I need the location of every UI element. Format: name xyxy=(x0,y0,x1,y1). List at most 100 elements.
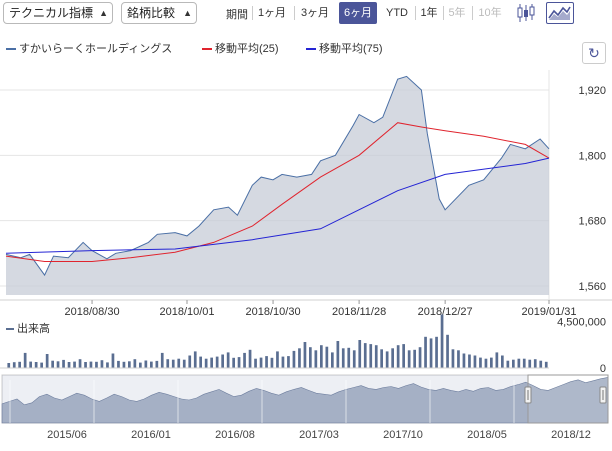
volume-bar xyxy=(276,351,279,368)
volume-bar xyxy=(325,346,329,368)
volume-bar xyxy=(254,358,257,368)
period-10y-button: 10年 xyxy=(478,7,502,19)
period-divider xyxy=(252,6,253,20)
volume-bar xyxy=(171,359,175,368)
volume-bar xyxy=(528,359,532,368)
ma25-line xyxy=(5,122,550,262)
x-tick-label: 2019/01/31 xyxy=(521,306,576,318)
volume-bar xyxy=(150,361,153,368)
volume-bar xyxy=(45,354,49,368)
navigator-tick-label: 2018/12 xyxy=(551,429,591,441)
volume-bar xyxy=(95,361,98,368)
volume-bar xyxy=(495,352,499,368)
volume-bar xyxy=(429,338,433,368)
period-1y-button[interactable]: 1年 xyxy=(420,7,438,19)
volume-bar xyxy=(451,349,455,368)
volume-bar xyxy=(320,345,323,368)
volume-bar xyxy=(100,360,104,368)
legend-ma75-label: 移動平均(75) xyxy=(319,43,383,55)
volume-bar xyxy=(281,356,285,368)
volume-bar xyxy=(155,360,159,368)
volume-bar xyxy=(29,361,32,368)
volume-bar xyxy=(40,362,43,368)
price-line xyxy=(5,75,550,277)
volume-bar xyxy=(84,362,87,368)
period-6m-button[interactable]: 6ヶ月 xyxy=(339,2,377,24)
volume-bar xyxy=(34,362,38,368)
volume-bar xyxy=(226,352,230,368)
volume-bar xyxy=(352,350,356,368)
volume-bar xyxy=(380,349,383,368)
volume-bar xyxy=(539,360,543,368)
volume-bars xyxy=(7,314,548,369)
sort-caret-icon: ▲ xyxy=(99,8,108,18)
volume-bar xyxy=(139,362,142,368)
technical-indicator-dropdown[interactable]: テクニカル指標 ▲ xyxy=(3,2,113,24)
navigator-tick-label: 2017/03 xyxy=(299,429,339,441)
volume-bar xyxy=(199,356,202,368)
volume-bar xyxy=(78,359,82,368)
y-tick-label: 1,800 xyxy=(578,150,606,162)
volume-bar xyxy=(56,361,60,369)
period-1m-button[interactable]: 1ヶ月 xyxy=(257,7,287,19)
volume-bar xyxy=(517,358,521,368)
volume-bar xyxy=(144,360,148,368)
compare-symbol-dropdown[interactable]: 銘柄比較 ▲ xyxy=(121,2,197,24)
volume-bar xyxy=(402,344,405,368)
y-tick-label: 1,680 xyxy=(578,216,606,228)
volume-bar xyxy=(484,358,488,368)
period-3m-button[interactable]: 3ヶ月 xyxy=(300,7,330,19)
volume-bar xyxy=(374,345,378,368)
sort-caret-icon: ▲ xyxy=(183,8,192,18)
legend-item-ma25: 移動平均(25) xyxy=(202,40,279,56)
volume-bar xyxy=(128,361,131,369)
navigator-tick-label: 2016/01 xyxy=(131,429,171,441)
volume-bar xyxy=(160,352,164,368)
volume-bar xyxy=(62,359,65,368)
volume-tick-label: 0 xyxy=(600,363,606,375)
volume-bar xyxy=(418,347,422,368)
volume-bar xyxy=(522,358,526,368)
volume-bar xyxy=(248,349,252,368)
navigator-tick-label: 2016/08 xyxy=(215,429,255,441)
volume-bar xyxy=(347,347,351,369)
legend-swatch xyxy=(6,328,14,331)
volume-bar xyxy=(440,314,444,368)
volume-bar xyxy=(7,363,11,368)
volume-bar xyxy=(117,360,120,368)
candlestick-chart-button[interactable] xyxy=(515,2,537,24)
volume-bar xyxy=(396,345,400,368)
volume-bar xyxy=(457,350,460,368)
period-ytd-button[interactable]: YTD xyxy=(386,7,408,19)
navigator[interactable]: 2015/06 2016/01 2016/08 2017/03 2017/10 2018/… xyxy=(1,374,609,441)
volume-bar xyxy=(358,340,362,368)
volume-bar xyxy=(270,357,274,368)
volume-bar xyxy=(424,336,427,368)
refresh-button[interactable]: ↻ xyxy=(582,42,606,64)
volume-bar xyxy=(215,356,219,368)
legend-swatch xyxy=(202,48,212,51)
volume-bar xyxy=(73,361,76,368)
navigator-area xyxy=(1,377,609,424)
volume-bar xyxy=(12,362,16,368)
volume-bar xyxy=(204,358,208,368)
legend-item-ma75: 移動平均(75) xyxy=(306,40,383,56)
volume-bar xyxy=(133,359,137,368)
refresh-icon: ↻ xyxy=(588,45,600,61)
area-chart-button[interactable] xyxy=(546,2,574,24)
navigator-tick-label: 2017/10 xyxy=(383,429,423,441)
volume-bar xyxy=(341,348,345,368)
volume-bar xyxy=(166,359,170,368)
volume-bar xyxy=(490,357,493,368)
volume-bar xyxy=(106,362,109,368)
chart-toolbar: テクニカル指標 ▲ 銘柄比較 ▲ 期間 1ヶ月 3ヶ月 6ヶ月 YTD 1年 5… xyxy=(0,0,612,30)
volume-bar xyxy=(232,357,235,368)
volume-bar xyxy=(51,360,54,368)
volume-bar xyxy=(122,361,126,368)
period-divider xyxy=(443,6,444,20)
volume-bar xyxy=(259,357,263,368)
candlestick-icon xyxy=(517,4,535,22)
volume-bar xyxy=(309,347,312,368)
volume-bar xyxy=(292,350,296,368)
